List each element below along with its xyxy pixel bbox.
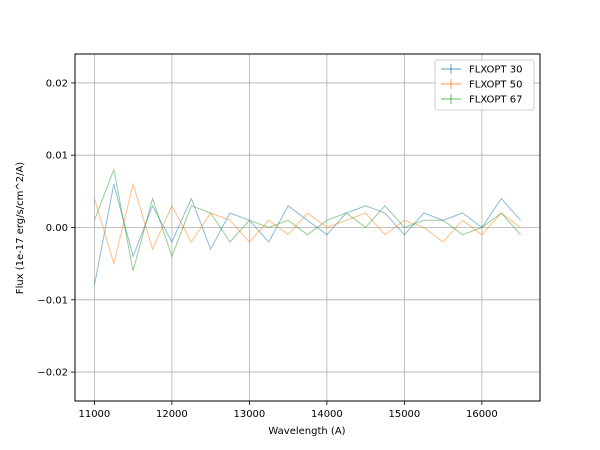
x-tick-label: 15000 xyxy=(388,409,420,420)
series-layer xyxy=(93,167,521,286)
series-line xyxy=(93,183,521,286)
y-axis-label: Flux (1e-17 erg/s/cm^2/A) xyxy=(15,162,26,294)
x-axis-label: Wavelength (A) xyxy=(268,426,345,437)
y-tick-label: −0.02 xyxy=(37,368,68,379)
x-tick-label: 12000 xyxy=(156,409,188,420)
x-tick-label: 11000 xyxy=(78,409,110,420)
legend-label: FLXOPT 30 xyxy=(469,65,522,76)
grid xyxy=(75,54,540,401)
legend: FLXOPT 30 FLXOPT 50 FLXOPT 67 xyxy=(434,59,535,111)
y-axis: −0.02 −0.01 0.00 0.01 0.02 xyxy=(37,78,75,379)
legend-label: FLXOPT 67 xyxy=(469,95,522,106)
series-line xyxy=(93,167,521,272)
series-line xyxy=(93,182,521,266)
y-tick-label: −0.01 xyxy=(37,295,68,306)
y-tick-label: 0.01 xyxy=(46,151,68,162)
legend-box xyxy=(434,59,535,111)
legend-label: FLXOPT 50 xyxy=(469,80,522,91)
y-tick-label: 0.00 xyxy=(46,223,68,234)
x-tick-label: 16000 xyxy=(466,409,498,420)
x-tick-label: 13000 xyxy=(233,409,265,420)
x-axis: 11000 12000 13000 14000 15000 16000 xyxy=(78,401,498,420)
x-tick-label: 14000 xyxy=(311,409,343,420)
y-tick-label: 0.02 xyxy=(46,78,68,89)
